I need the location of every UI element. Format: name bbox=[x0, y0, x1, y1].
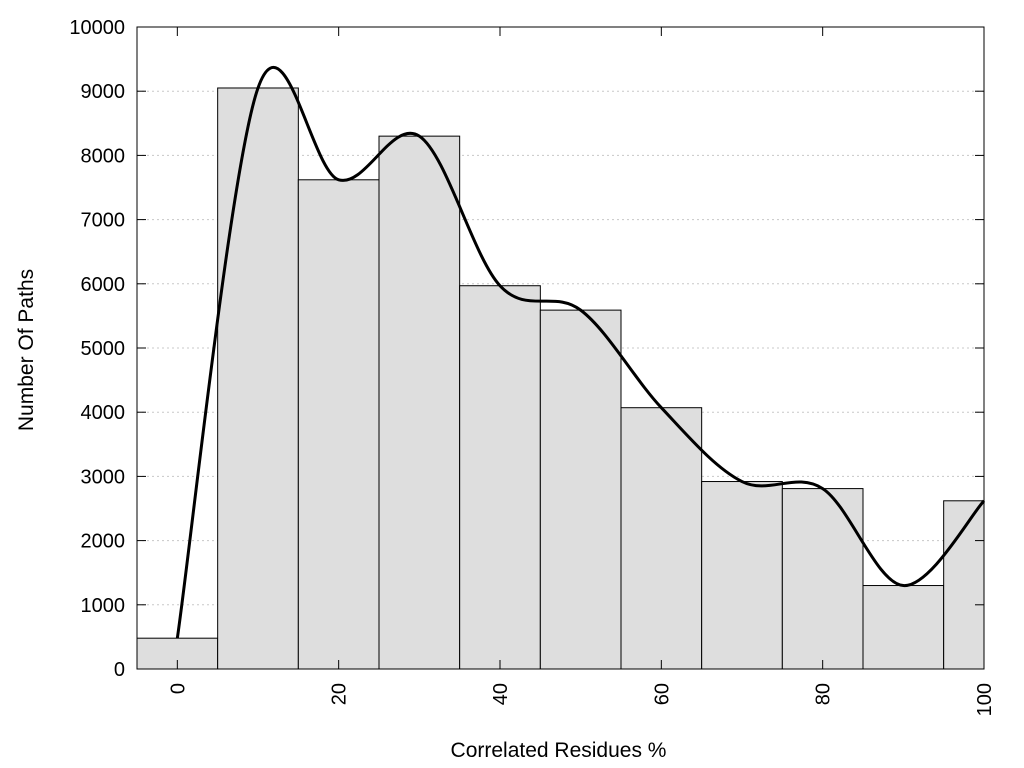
x-tick-label: 80 bbox=[813, 683, 835, 705]
y-tick-label: 0 bbox=[114, 659, 125, 681]
y-tick-label: 5000 bbox=[81, 338, 126, 360]
histogram-bar bbox=[459, 285, 541, 670]
x-tick-label: 20 bbox=[329, 683, 351, 705]
x-tick-label: 40 bbox=[490, 683, 512, 705]
y-tick-label: 1000 bbox=[81, 595, 126, 617]
x-tick-label: 60 bbox=[651, 683, 673, 705]
y-axis-ticks: 0 1000 2000 3000 4000 5000 6000 7000 8000 9000 100… bbox=[69, 17, 984, 681]
y-axis-label: Number Of Paths bbox=[15, 269, 38, 431]
y-tick-label: 3000 bbox=[81, 466, 126, 488]
histogram-bar bbox=[701, 481, 783, 670]
y-tick-label: 2000 bbox=[81, 531, 126, 553]
y-tick-label: 4000 bbox=[81, 402, 126, 424]
x-tick-label: 100 bbox=[974, 683, 996, 716]
histogram-bar bbox=[297, 179, 380, 670]
x-axis-label: Correlated Residues % bbox=[451, 739, 667, 762]
y-tick-label: 7000 bbox=[81, 210, 126, 232]
density-curve-line bbox=[175, 66, 986, 639]
histogram-bar bbox=[217, 87, 299, 670]
density-curve bbox=[175, 66, 986, 639]
y-tick-label: 10000 bbox=[69, 17, 125, 39]
histogram-bar bbox=[862, 585, 945, 670]
y-tick-label: 9000 bbox=[81, 81, 126, 103]
y-tick-label: 8000 bbox=[81, 145, 126, 167]
histogram-bar bbox=[620, 407, 703, 670]
histogram-bars bbox=[136, 87, 985, 670]
histogram-bar bbox=[781, 488, 864, 670]
x-axis-ticks: 0 20 40 60 80 100 bbox=[167, 27, 996, 716]
histogram-bar bbox=[378, 135, 461, 670]
x-tick-label: 0 bbox=[167, 683, 189, 694]
histogram-bar bbox=[539, 309, 622, 670]
y-tick-label: 6000 bbox=[81, 274, 126, 296]
